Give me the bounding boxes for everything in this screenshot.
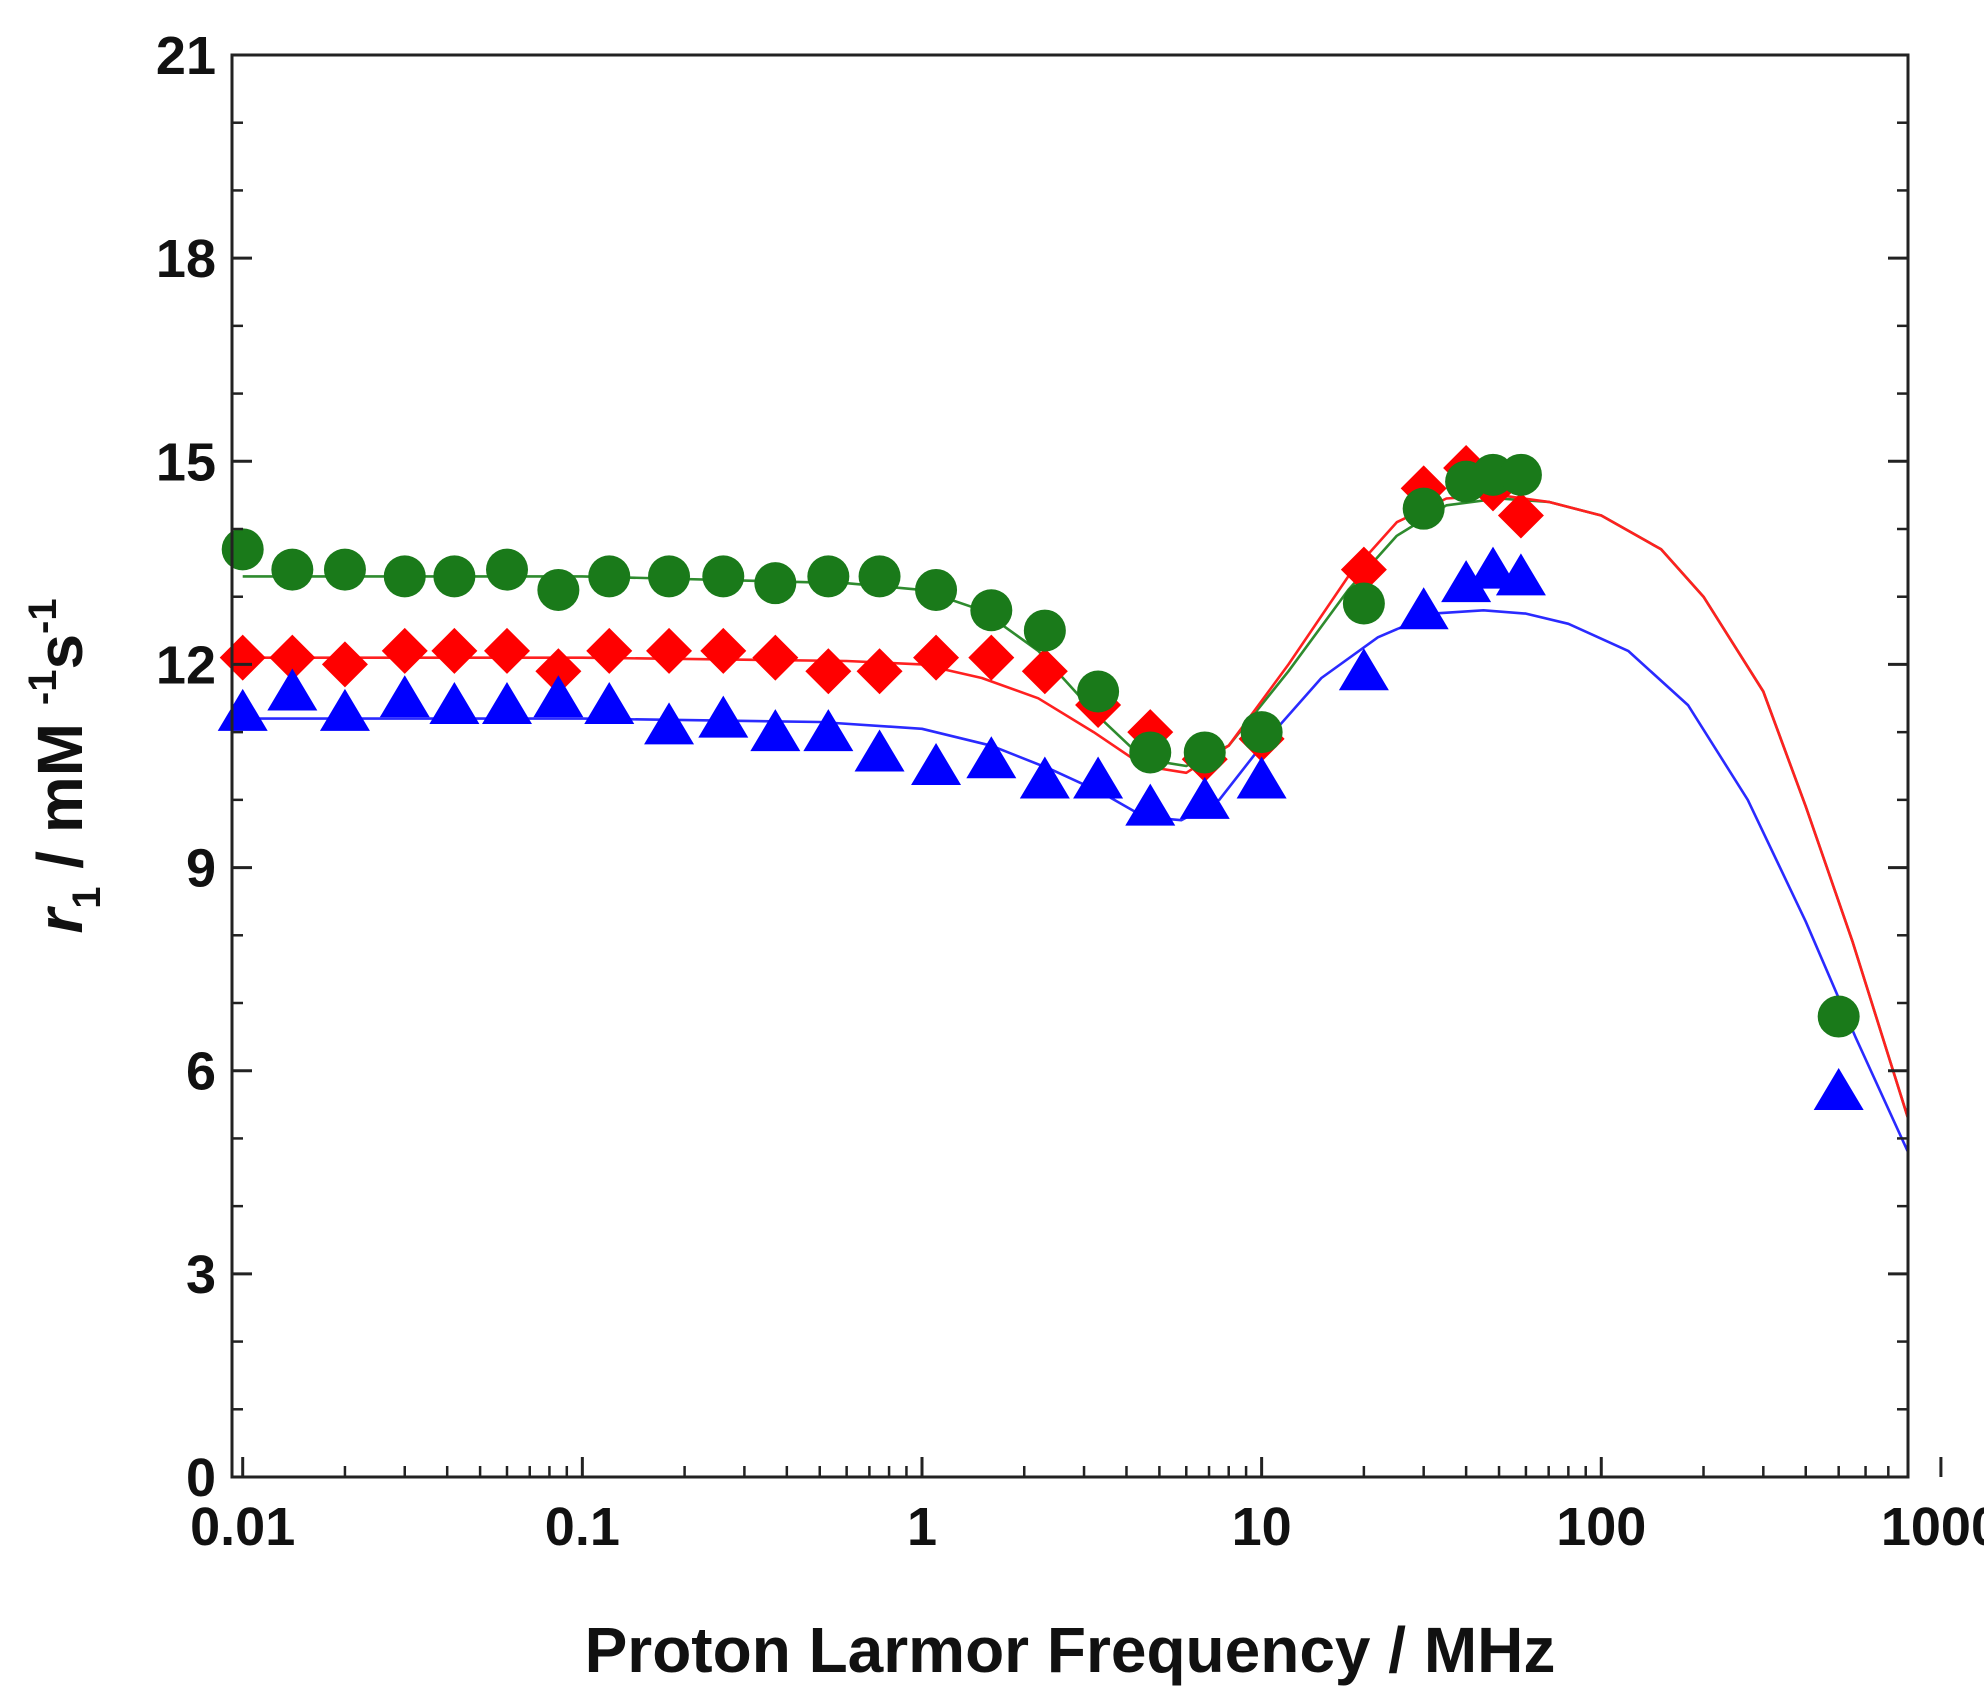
green-circle-point	[537, 568, 580, 611]
blue-triangle-point	[966, 736, 1017, 779]
red-diamond-point	[431, 627, 478, 674]
data-points	[217, 445, 1864, 1111]
red-diamond-point	[321, 641, 368, 688]
x-tick-label: 10	[1232, 1497, 1292, 1557]
red-diamond-point	[913, 634, 960, 681]
blue-triangle-point	[267, 668, 318, 711]
y-axis-title-unit-prefix: / mM	[24, 705, 96, 886]
green-circle-point	[221, 528, 264, 571]
blue-triangle-point	[429, 682, 480, 725]
blue-triangle-point	[911, 743, 962, 785]
x-tick-label: 1000	[1881, 1497, 1984, 1557]
y-tick-label: 9	[186, 839, 216, 899]
green-circle-point	[754, 562, 797, 605]
x-axis-title: Proton Larmor Frequency / MHz	[585, 1614, 1556, 1686]
green-circle-point	[1077, 670, 1120, 713]
green-circle-point	[807, 555, 850, 598]
red-diamond-point	[752, 634, 799, 681]
blue-triangle-point	[803, 709, 854, 752]
y-axis-title-exponent-1: -1	[21, 670, 65, 706]
blue-triangle-point	[1236, 756, 1287, 799]
blue-triangle-point	[481, 682, 532, 725]
red-diamond-point	[805, 648, 852, 695]
y-tick-label: 0	[186, 1448, 216, 1508]
blue-triangle-point	[854, 729, 905, 772]
green-circle-point	[485, 548, 528, 591]
red-diamond-point	[646, 627, 693, 674]
blue-triangle-point	[1813, 1068, 1864, 1111]
blue-triangle-point	[1441, 560, 1492, 603]
red-diamond-point	[586, 627, 633, 674]
green-circle-point	[1402, 487, 1445, 530]
green-circle-point	[970, 589, 1013, 632]
green-circle-point	[915, 568, 958, 611]
y-axis-title-unit-s: s	[24, 634, 96, 670]
blue-triangle-point	[1125, 783, 1176, 826]
blue-triangle-point	[1398, 587, 1449, 630]
x-tick-label: 0.01	[190, 1497, 295, 1557]
y-axis-title-symbol: r	[24, 906, 96, 934]
blue-fit-line	[242, 608, 1910, 1153]
green-circle-point	[1240, 711, 1283, 754]
y-tick-label: 15	[156, 432, 216, 492]
y-tick-label: 12	[156, 635, 216, 695]
y-axis-title-exponent-2: -1	[21, 598, 65, 634]
blue-triangle-point	[750, 709, 801, 752]
red-diamond-point	[381, 627, 428, 674]
blue-triangle-point	[584, 682, 635, 725]
blue-triangle-point	[217, 688, 268, 731]
red-diamond-point	[269, 634, 316, 681]
plot-area-frame	[230, 53, 1910, 1479]
y-axis-title: r1 / mM -1s-1	[21, 598, 109, 933]
blue-triangle-point	[319, 688, 370, 731]
red-diamond-point	[968, 634, 1015, 681]
red-diamond-point	[1340, 546, 1387, 593]
green-circle-point	[1023, 609, 1066, 652]
green-circle-point	[271, 548, 314, 591]
y-tick-label: 6	[186, 1042, 216, 1102]
green-circle-point	[648, 555, 691, 598]
blue-triangle-point	[533, 675, 584, 718]
x-axis: 0.01 0.1 1 10 100 1000	[190, 1457, 1984, 1557]
y-axis-title-subscript: 1	[65, 886, 109, 908]
green-circle-point	[383, 555, 426, 598]
green-circle-point	[588, 555, 631, 598]
green-circle-point	[1342, 582, 1385, 625]
green-circle-point	[1499, 453, 1542, 496]
y-tick-label: 21	[156, 26, 216, 86]
red-diamond-point	[483, 627, 530, 674]
blue-triangle-point	[1468, 546, 1519, 589]
x-tick-label: 100	[1556, 1497, 1646, 1557]
blue-triangle-point	[1073, 756, 1124, 799]
blue-triangle-point	[1179, 776, 1230, 819]
blue-triangle-point	[644, 702, 695, 745]
blue-triangle-point	[1019, 756, 1070, 799]
red-diamond-point	[700, 627, 747, 674]
y-axis: 0 3 6 9 12 15 18 21	[156, 26, 1908, 1508]
red-diamond-point	[535, 648, 582, 695]
red-diamond-point	[1021, 648, 1068, 695]
green-circle-point	[1183, 731, 1226, 774]
green-circle-point	[433, 555, 476, 598]
x-tick-label: 1	[907, 1497, 937, 1557]
green-circle-point	[323, 548, 366, 591]
y-tick-label: 18	[156, 229, 216, 289]
blue-triangle-point	[379, 675, 430, 718]
green-circle-point	[858, 555, 901, 598]
red-diamond-point	[856, 648, 903, 695]
red-diamond-point	[1497, 492, 1544, 539]
green-circle-point	[702, 555, 745, 598]
blue-triangle-point	[698, 695, 749, 738]
green-circle-point	[1129, 731, 1172, 774]
blue-triangle-point	[1495, 553, 1546, 596]
green-circle-point	[1817, 995, 1860, 1038]
x-tick-label: 0.1	[545, 1497, 620, 1557]
y-tick-label: 3	[186, 1245, 216, 1305]
blue-triangle-point	[1338, 648, 1389, 691]
